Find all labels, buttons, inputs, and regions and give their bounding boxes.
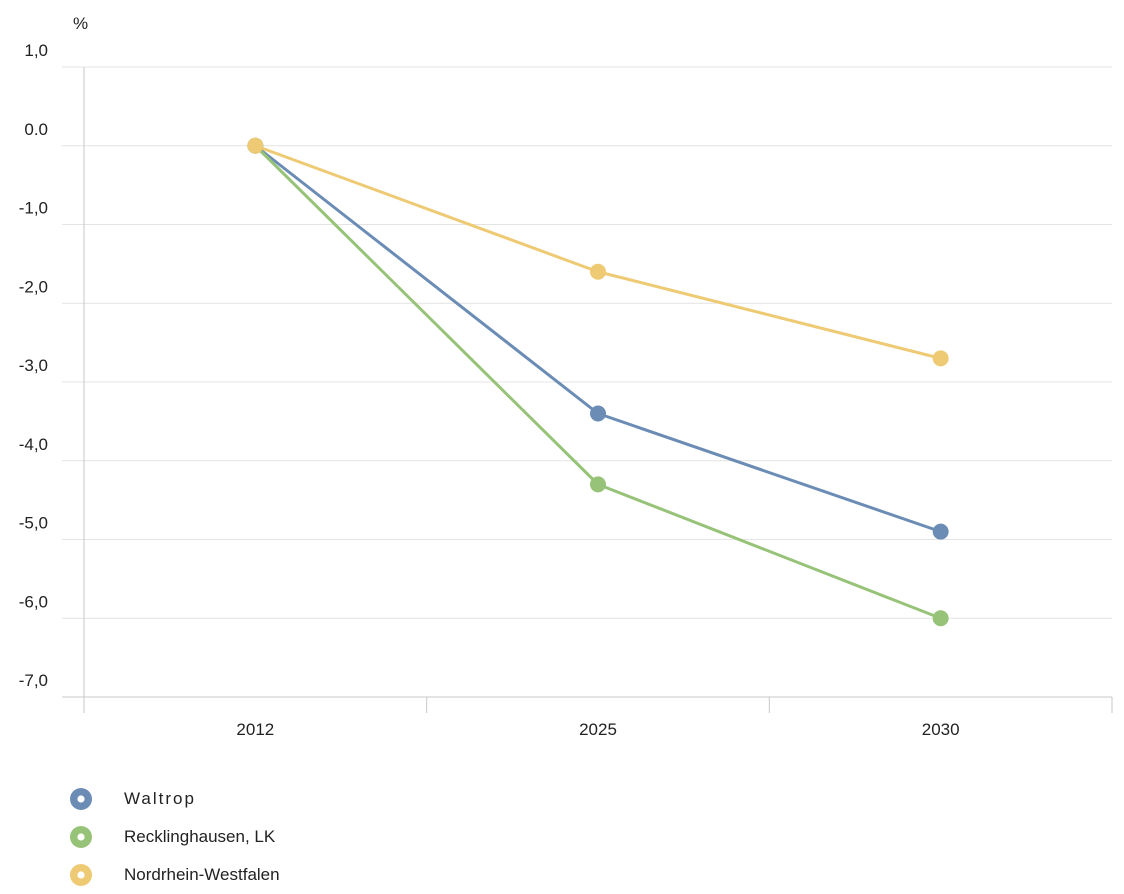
- x-tick-label: 2030: [922, 720, 960, 739]
- y-axis-unit-label: %: [73, 14, 88, 33]
- legend-marker-inner: [77, 795, 85, 803]
- data-point: [590, 263, 606, 280]
- y-tick-label: -2,0: [19, 277, 48, 296]
- legend-label: Waltrop: [124, 789, 196, 808]
- series-line: [253, 144, 943, 534]
- series-line: [253, 144, 943, 360]
- legend-item: Recklinghausen, LK: [68, 818, 280, 856]
- line-chart-plot: % 1,0 0.0 -1,0 -2,0 -3,0 -4,0 -5,0 -6,0 -7,0 2012…: [19, 14, 1113, 739]
- data-point: [590, 405, 606, 422]
- data-point: [247, 137, 264, 154]
- legend-marker-inner: [77, 871, 85, 879]
- legend-marker-icon: [70, 826, 92, 848]
- y-tick-label: 1,0: [24, 41, 48, 60]
- legend-item: Waltrop: [68, 780, 280, 818]
- y-tick-label: -3,0: [19, 356, 48, 375]
- legend-label: Recklinghausen, LK: [124, 827, 276, 846]
- y-tick-label: -1,0: [19, 199, 48, 218]
- legend: Waltrop Recklinghausen, LK Nordrhein-Wes…: [68, 780, 280, 894]
- legend-marker-icon: [70, 788, 92, 810]
- legend-marker-inner: [77, 833, 85, 841]
- data-point: [932, 350, 949, 367]
- y-tick-label: 0.0: [24, 120, 48, 139]
- legend-item: Nordrhein-Westfalen: [68, 856, 280, 894]
- y-tick-label: -6,0: [19, 592, 48, 611]
- x-tick-label: 2025: [579, 720, 617, 739]
- y-tick-label: -4,0: [19, 435, 48, 454]
- data-point: [590, 476, 606, 493]
- y-tick-label: -7,0: [19, 671, 48, 690]
- data-point: [932, 610, 949, 627]
- legend-marker-icon: [70, 864, 92, 886]
- x-tick-label: 2012: [236, 720, 274, 739]
- legend-label: Nordrhein-Westfalen: [124, 865, 280, 884]
- data-point: [932, 523, 949, 540]
- y-tick-label: -5,0: [19, 514, 48, 533]
